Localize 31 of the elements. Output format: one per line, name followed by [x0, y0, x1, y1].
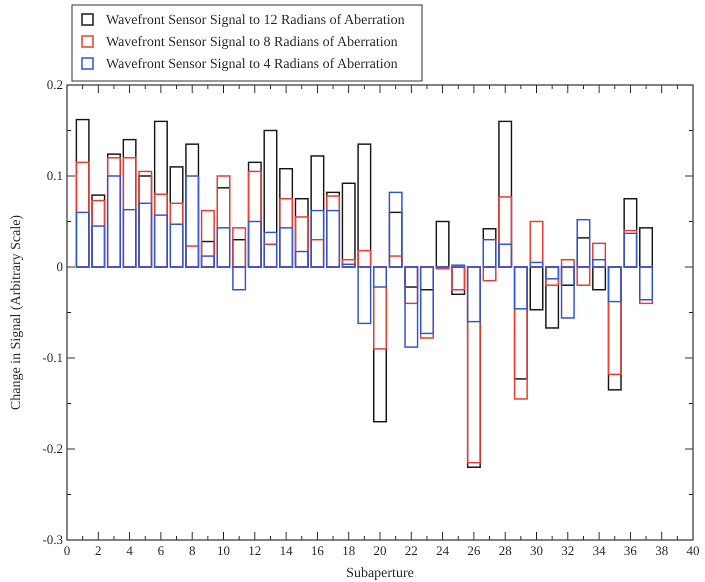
x-tick-label: 24 — [436, 543, 450, 558]
x-tick-label: 12 — [248, 543, 262, 558]
x-tick-label: 26 — [467, 543, 481, 558]
x-axis-title: Subaperture — [346, 566, 414, 581]
x-tick-label: 6 — [158, 543, 165, 558]
y-tick-label: -0.1 — [42, 350, 63, 365]
x-tick-label: 30 — [530, 543, 543, 558]
x-tick-label: 10 — [217, 543, 230, 558]
y-tick-label: -0.3 — [42, 532, 63, 547]
x-tick-label: 20 — [374, 543, 386, 558]
y-tick-label: 0.2 — [46, 77, 63, 92]
x-tick-label: 34 — [592, 543, 606, 558]
y-tick-label: 0.1 — [46, 168, 63, 183]
x-tick-label: 40 — [686, 543, 700, 558]
x-tick-label: 38 — [655, 543, 668, 558]
x-tick-label: 28 — [498, 543, 512, 558]
x-tick-label: 22 — [404, 543, 418, 558]
x-tick-label: 18 — [342, 543, 356, 558]
y-tick-label: 0 — [56, 259, 63, 274]
x-tick-label: 8 — [188, 543, 196, 558]
y-tick-label: -0.2 — [42, 441, 63, 456]
legend-label: Wavefront Sensor Signal to 8 Radians of Aberration — [106, 35, 398, 50]
x-tick-label: 14 — [280, 543, 294, 558]
x-tick-label: 36 — [624, 543, 638, 558]
x-tick-label: 16 — [310, 543, 324, 558]
x-tick-label: 32 — [561, 543, 574, 558]
x-tick-label: 2 — [95, 543, 102, 558]
y-axis-title: Change in Signal (Arbitrary Scale) — [9, 214, 24, 410]
legend-label: Wavefront Sensor Signal to 12 Radians of Aberration — [106, 13, 405, 28]
x-tick-label: 4 — [126, 543, 134, 558]
legend-label: Wavefront Sensor Signal to 4 Radians of Aberration — [106, 57, 398, 72]
